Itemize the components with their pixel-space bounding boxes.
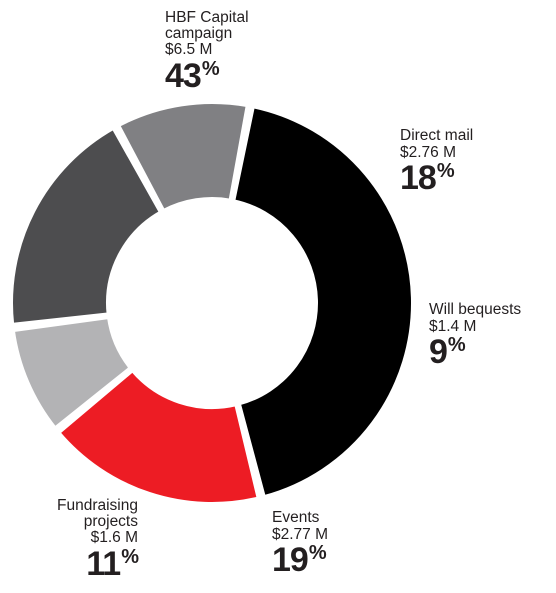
slice-name-line: HBF Capital	[165, 9, 249, 26]
slice-percent-value: 11	[86, 544, 121, 583]
slice-percent-value: 19	[272, 541, 309, 579]
donut-slice-direct-mail	[55, 367, 262, 506]
slice-percent: 19%	[272, 543, 328, 577]
slice-name-line: campaign	[165, 24, 233, 42]
percent-symbol: %	[201, 57, 220, 80]
donut-slice-hbf-capital-campaign	[230, 103, 415, 500]
label-fundraising-projects: Fundraising projects $1.6 M 11%	[57, 497, 139, 583]
slice-amount: $2.77 M	[272, 525, 329, 543]
donut-slice-will-bequests	[10, 314, 134, 432]
slice-name-line: projects	[83, 512, 138, 530]
slice-percent: 11%	[57, 544, 139, 583]
percent-symbol: %	[447, 334, 466, 356]
slice-percent: 43%	[165, 59, 249, 93]
slice-percent-value: 43	[165, 56, 202, 95]
slice-percent-value: 9	[429, 333, 448, 371]
percent-symbol: %	[308, 542, 327, 564]
slice-amount: $6.5 M	[165, 41, 213, 58]
label-events: Events $2.77 M 19%	[272, 510, 328, 577]
slice-name-line: Will bequests	[429, 301, 522, 318]
donut-slice-fundraising-projects	[115, 100, 251, 214]
percent-symbol: %	[436, 160, 455, 182]
slice-name-line: Direct mail	[400, 127, 474, 144]
label-will-bequests: Will bequests $1.4 M 9%	[429, 302, 521, 369]
label-direct-mail: Direct mail $2.76 M 18%	[400, 128, 473, 195]
label-hbf-capital-campaign: HBF Capital campaign $6.5 M 43%	[165, 10, 249, 93]
slice-amount: $1.4 M	[429, 317, 477, 335]
slice-amount: $2.76 M	[400, 143, 457, 161]
slice-percent: 9%	[429, 335, 521, 369]
slice-name-line: Fundraising	[57, 497, 138, 514]
donut-slice-events	[9, 125, 164, 328]
slice-percent: 18%	[400, 161, 473, 195]
slice-amount: $1.6 M	[90, 529, 138, 546]
percent-symbol: %	[121, 545, 139, 568]
slice-name-line: Events	[272, 509, 320, 526]
slice-percent-value: 18	[400, 159, 437, 197]
